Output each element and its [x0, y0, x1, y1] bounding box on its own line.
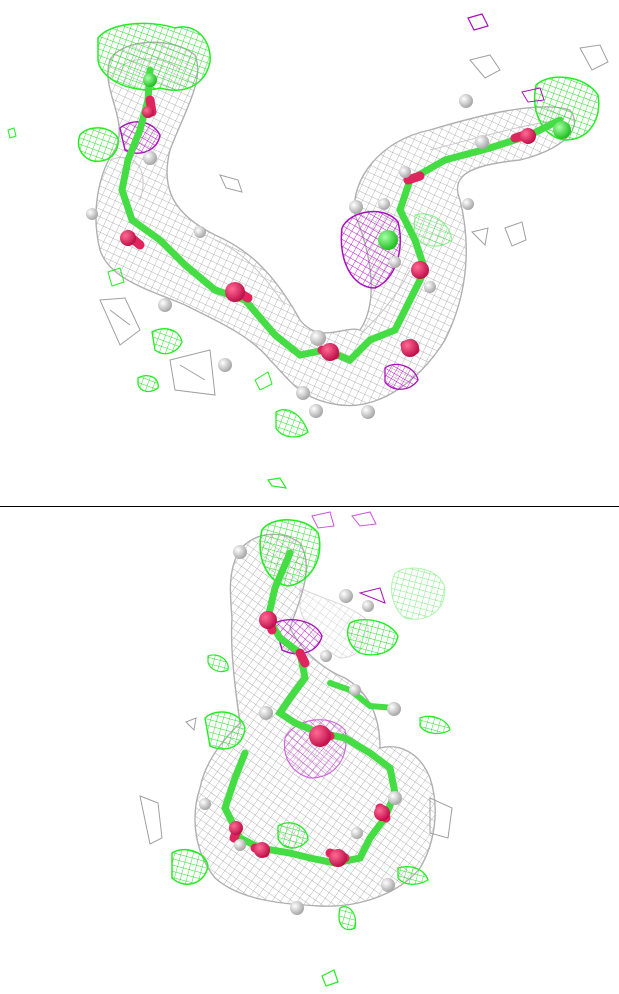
green-density-blobs	[7, 22, 600, 489]
stray-grey-mesh	[99, 44, 609, 396]
atom-spheres	[86, 73, 571, 419]
molecule-panel-bottom	[0, 508, 619, 994]
atom-spheres	[199, 545, 402, 915]
panel-divider-line	[0, 506, 619, 507]
magenta-density-blobs	[119, 13, 545, 390]
density-map-bottom-svg	[139, 511, 453, 987]
stray-grey-mesh	[139, 717, 453, 845]
density-map-top-svg	[7, 13, 609, 489]
molecule-panel-top	[7, 13, 609, 489]
